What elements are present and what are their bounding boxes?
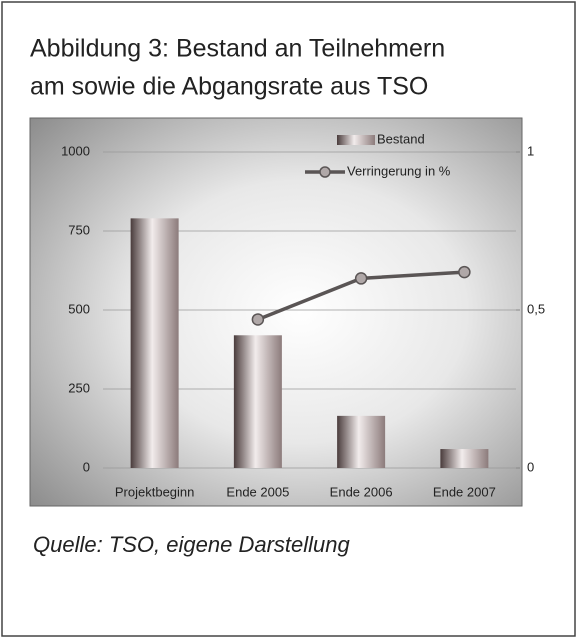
legend-marker [319, 166, 331, 178]
line-point [458, 265, 471, 279]
bar [233, 335, 282, 468]
bar [337, 415, 386, 468]
x-tick-label: Ende 2007 [433, 484, 496, 499]
y-tick-label: 1000 [61, 143, 90, 158]
legend-label: Bestand [377, 131, 425, 146]
title-line: Abbildung 3: Bestand an Teilnehmern [30, 35, 445, 63]
x-tick-label: Ende 2005 [226, 484, 289, 499]
y-tick-label: 500 [68, 301, 90, 316]
y-tick-label: 750 [68, 222, 90, 237]
y-tick-label: 250 [68, 380, 90, 395]
legend-swatch [337, 135, 375, 145]
y-tick-label: 0 [83, 459, 90, 474]
line-point [354, 272, 368, 285]
legend-label: Verringerung in % [347, 163, 451, 178]
y2-tick-label: 0,5 [527, 301, 545, 316]
bar [130, 218, 179, 468]
y2-tick-label: 0 [527, 459, 534, 474]
y2-tick-label: 1 [527, 143, 534, 158]
x-tick-label: Projektbeginn [115, 484, 195, 499]
line-point [251, 313, 265, 326]
title-line: am sowie die Abgangsrate aus TSO [30, 73, 428, 101]
bar [440, 449, 489, 468]
source: Quelle: TSO, eigene Darstellung [33, 532, 350, 557]
x-tick-label: Ende 2006 [330, 484, 393, 499]
